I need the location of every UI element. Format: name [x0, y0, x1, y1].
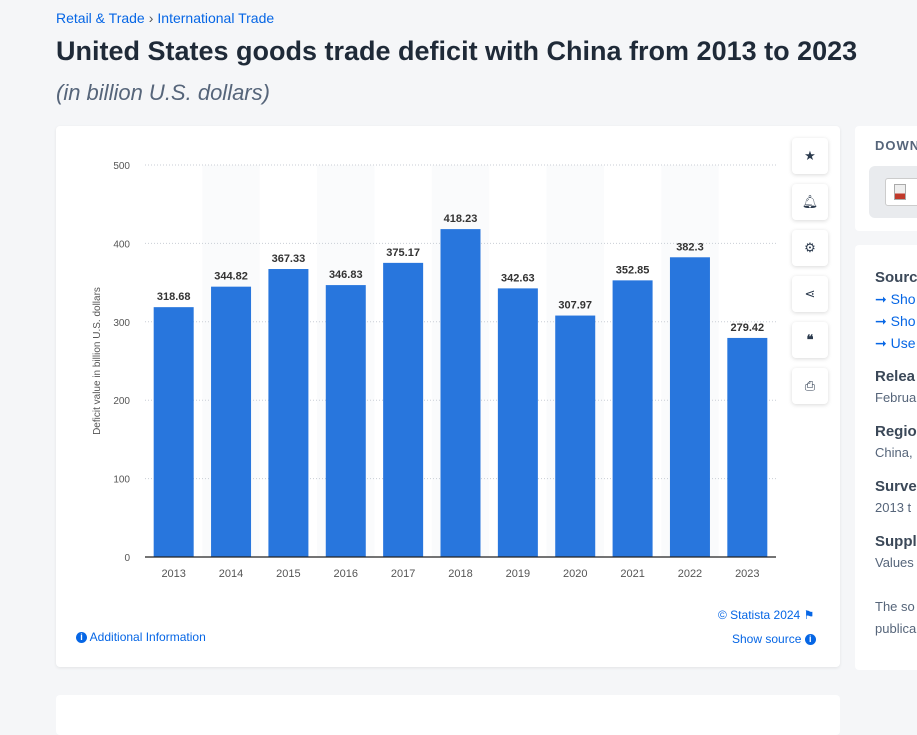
- bar-2021[interactable]: [612, 280, 653, 557]
- x-tick-label: 2014: [219, 568, 243, 580]
- bar-2019[interactable]: [497, 288, 538, 557]
- cite-button[interactable]: ❝: [792, 322, 828, 358]
- page-subtitle: (in billion U.S. dollars): [56, 80, 270, 105]
- data-label: 279.42: [730, 322, 764, 334]
- show-source-label: Show source: [732, 632, 802, 646]
- data-label: 342.63: [501, 272, 535, 284]
- bar-2020[interactable]: [555, 315, 596, 557]
- bar-2022[interactable]: [669, 257, 710, 557]
- share-icon: ⋖: [804, 286, 816, 301]
- source-heading: Sourc: [875, 269, 917, 286]
- bar-2014[interactable]: [211, 286, 252, 557]
- pdf-download-button[interactable]: [885, 178, 917, 206]
- data-label: 382.3: [676, 241, 704, 253]
- source-link-2[interactable]: ➞ Sho: [875, 313, 916, 329]
- y-tick-label: 400: [113, 239, 130, 250]
- release-value: Februa: [875, 390, 917, 405]
- x-tick-label: 2015: [276, 568, 300, 580]
- data-label: 352.85: [616, 264, 650, 276]
- link-label: Sho: [890, 313, 916, 329]
- additional-information-label: Additional Information: [89, 630, 206, 644]
- info-icon: i: [76, 632, 87, 644]
- bar-2015[interactable]: [268, 269, 309, 557]
- x-tick-label: 2020: [563, 568, 587, 580]
- flag-icon: ⚑: [803, 608, 815, 622]
- download-heading: DOWN: [875, 138, 917, 153]
- data-label: 375.17: [386, 247, 420, 259]
- y-axis-label: Deficit value in billion U.S. dollars: [92, 287, 103, 435]
- y-tick-label: 500: [113, 161, 130, 172]
- bar-2017[interactable]: [383, 262, 424, 557]
- pdf-icon: [894, 184, 906, 200]
- x-tick-label: 2019: [506, 568, 530, 580]
- survey-heading: Surve: [875, 478, 917, 495]
- bar-2018[interactable]: [440, 229, 481, 558]
- data-label: 346.83: [329, 269, 363, 281]
- gear-icon: ⚙: [804, 240, 816, 255]
- star-icon: ★: [804, 148, 816, 163]
- info-icon: i: [804, 634, 816, 646]
- breadcrumb-separator: ›: [148, 10, 154, 26]
- y-tick-label: 200: [113, 396, 130, 407]
- x-tick-label: 2022: [678, 568, 702, 580]
- source-link-3[interactable]: ➞ Use: [875, 335, 916, 351]
- region-value: China,: [875, 445, 913, 460]
- x-tick-label: 2021: [620, 568, 644, 580]
- print-button[interactable]: ⎙: [792, 368, 828, 404]
- region-heading: Regio: [875, 423, 917, 440]
- show-source-link[interactable]: Show source i: [732, 632, 816, 646]
- data-label: 318.68: [157, 291, 191, 303]
- copyright-link[interactable]: © Statista 2024 ⚑: [718, 608, 814, 622]
- x-tick-label: 2013: [161, 568, 185, 580]
- bar-2023[interactable]: [727, 337, 768, 557]
- supplementary-value: Values: [875, 555, 914, 570]
- x-tick-label: 2017: [391, 568, 415, 580]
- source-link-1[interactable]: ➞ Sho: [875, 291, 916, 307]
- y-tick-label: 0: [124, 553, 130, 564]
- survey-value: 2013 t: [875, 500, 912, 515]
- favorite-button[interactable]: ★: [792, 138, 828, 174]
- notify-button[interactable]: 🔔︎: [792, 184, 828, 220]
- data-label: 418.23: [444, 213, 478, 225]
- breadcrumb: Retail & Trade › International Trade: [56, 10, 274, 26]
- print-icon: ⎙: [804, 378, 816, 393]
- quote-icon: ❝: [806, 332, 814, 347]
- breadcrumb-international[interactable]: International Trade: [157, 10, 275, 26]
- data-label: 367.33: [272, 253, 306, 265]
- bell-icon: 🔔︎: [801, 194, 819, 209]
- copyright-text: © Statista 2024: [718, 608, 801, 622]
- y-tick-label: 100: [113, 475, 130, 486]
- settings-button[interactable]: ⚙: [792, 230, 828, 266]
- source-panel: Sourc ➞ Sho ➞ Sho ➞ Use Relea Februa Reg…: [855, 245, 917, 670]
- data-label: 307.97: [558, 300, 592, 312]
- next-card: [56, 695, 840, 735]
- y-tick-label: 300: [113, 318, 130, 329]
- download-options: [869, 166, 917, 218]
- link-label: Use: [890, 335, 916, 351]
- bar-chart: 0 100 200 300 400 500 Deficit value in billion…: [92, 161, 776, 580]
- x-tick-label: 2023: [735, 568, 759, 580]
- share-button[interactable]: ⋖: [792, 276, 828, 312]
- x-tick-label: 2018: [448, 568, 472, 580]
- supplementary-heading: Suppl: [875, 533, 917, 550]
- download-panel: DOWN: [855, 126, 917, 231]
- release-heading: Relea: [875, 368, 916, 385]
- note-line-1: The so: [875, 599, 915, 614]
- additional-information-link[interactable]: i Additional Information: [76, 630, 206, 644]
- link-label: Sho: [890, 291, 916, 307]
- page-title: United States goods trade deficit with C…: [56, 36, 858, 66]
- chart-card: 0 100 200 300 400 500 Deficit value in billion…: [56, 126, 840, 667]
- x-tick-label: 2016: [334, 568, 358, 580]
- breadcrumb-retail[interactable]: Retail & Trade: [56, 10, 145, 26]
- data-label: 344.82: [214, 271, 248, 283]
- note-line-2: publica: [875, 621, 917, 636]
- bar-2016[interactable]: [325, 285, 366, 557]
- bar-2013[interactable]: [153, 307, 194, 557]
